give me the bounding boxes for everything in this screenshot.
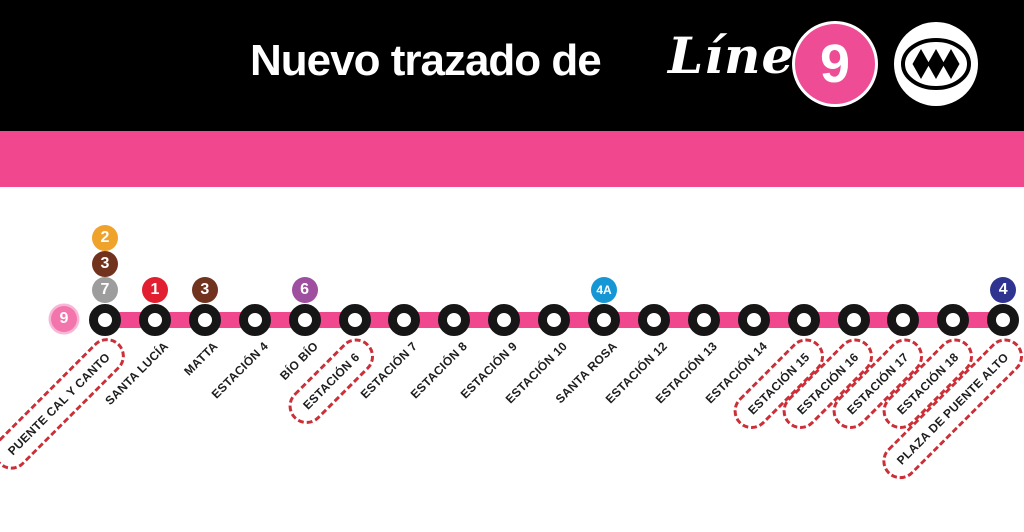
transfer-line-badge: 2 bbox=[92, 225, 118, 251]
station-node bbox=[687, 304, 720, 336]
station-node bbox=[188, 304, 221, 336]
metro-santiago-logo-icon bbox=[894, 22, 978, 106]
station-node bbox=[138, 304, 171, 336]
pink-banner bbox=[0, 131, 1024, 187]
transfer-line-badge: 7 bbox=[92, 277, 118, 303]
transfer-line-badge: 1 bbox=[141, 277, 168, 303]
header-banner: Nuevo trazado de Línea 9 bbox=[0, 0, 1024, 131]
station-node bbox=[837, 304, 870, 336]
station-node bbox=[338, 304, 371, 336]
station-node bbox=[538, 304, 571, 336]
station-node bbox=[89, 304, 121, 336]
station-node bbox=[987, 304, 1020, 336]
station-node bbox=[637, 304, 670, 336]
page-title: Nuevo trazado de bbox=[250, 36, 602, 85]
station-node bbox=[288, 304, 321, 336]
station-node bbox=[787, 304, 820, 336]
line-9-badge: 9 bbox=[792, 21, 878, 107]
station-node bbox=[887, 304, 920, 336]
station-node bbox=[588, 304, 620, 336]
transfer-line-badge: 4A bbox=[591, 277, 617, 303]
transfer-line-badge: 3 bbox=[92, 251, 118, 277]
station-label: MATTA bbox=[181, 339, 221, 379]
station-node bbox=[238, 304, 271, 336]
station-node bbox=[937, 304, 970, 336]
station-node bbox=[737, 304, 770, 336]
station-node bbox=[438, 304, 471, 336]
metro-diamonds-icon bbox=[901, 38, 971, 90]
line-terminal-badge: 9 bbox=[51, 306, 77, 332]
station-label: PUENTE CAL Y CANTO bbox=[5, 350, 114, 458]
station-node bbox=[488, 304, 521, 336]
transfer-line-badge: 4 bbox=[990, 277, 1017, 303]
transfer-line-badge: 6 bbox=[291, 277, 318, 303]
station-node bbox=[388, 304, 421, 336]
terminal-badge-number: 9 bbox=[59, 310, 69, 327]
transfer-line-badge: 3 bbox=[191, 277, 218, 303]
line-9-number: 9 bbox=[819, 34, 851, 94]
